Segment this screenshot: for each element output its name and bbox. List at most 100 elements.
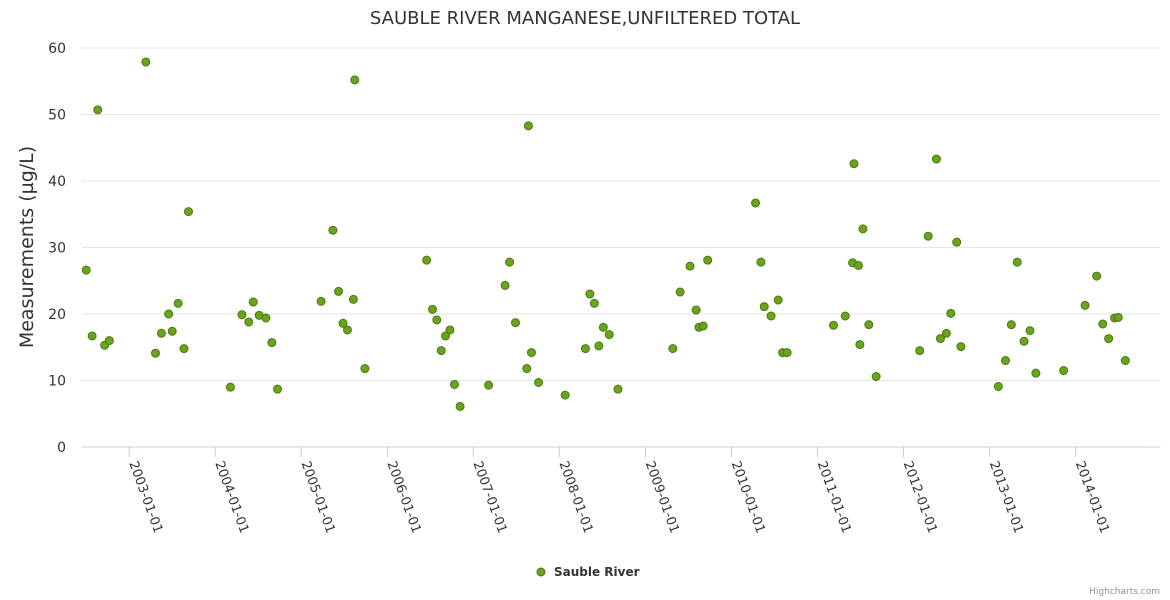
data-point[interactable] <box>526 348 536 358</box>
data-point[interactable] <box>445 325 455 335</box>
data-point[interactable] <box>751 198 761 208</box>
data-point[interactable] <box>756 257 766 267</box>
data-point[interactable] <box>440 331 450 341</box>
data-point[interactable] <box>173 298 183 308</box>
data-point[interactable] <box>840 311 850 321</box>
data-point[interactable] <box>432 315 442 325</box>
data-point[interactable] <box>935 334 945 344</box>
data-point[interactable] <box>1031 368 1041 378</box>
data-point[interactable] <box>1092 271 1102 281</box>
data-point[interactable] <box>1113 312 1123 322</box>
x-axis-ticks: 2003-01-01 2004-01-01 2005-01-01 2006-01-01… <box>125 447 1112 535</box>
data-point[interactable] <box>248 297 258 307</box>
data-point[interactable] <box>858 224 868 234</box>
data-point[interactable] <box>1098 319 1108 329</box>
x-tick-label: 2011-01-01 <box>814 459 854 535</box>
data-point[interactable] <box>853 260 863 270</box>
legend-label[interactable]: Sauble River <box>554 565 640 579</box>
data-point[interactable] <box>931 154 941 164</box>
data-point[interactable] <box>871 372 881 382</box>
data-point[interactable] <box>782 348 792 358</box>
data-point[interactable] <box>316 296 326 306</box>
data-point[interactable] <box>956 342 966 352</box>
data-point[interactable] <box>1012 257 1022 267</box>
data-point[interactable] <box>589 298 599 308</box>
data-point[interactable] <box>500 280 510 290</box>
data-point[interactable] <box>1025 326 1035 336</box>
data-point[interactable] <box>455 401 465 411</box>
data-point[interactable] <box>604 330 614 340</box>
data-point[interactable] <box>759 302 769 312</box>
data-point[interactable] <box>183 207 193 217</box>
data-point[interactable] <box>167 326 177 336</box>
data-point[interactable] <box>87 331 97 341</box>
data-point[interactable] <box>334 286 344 296</box>
data-point[interactable] <box>436 346 446 356</box>
data-point[interactable] <box>941 328 951 338</box>
legend[interactable]: Sauble River <box>536 565 640 579</box>
data-point[interactable] <box>523 121 533 131</box>
data-point[interactable] <box>613 384 623 394</box>
data-point[interactable] <box>1080 300 1090 310</box>
data-point[interactable] <box>585 289 595 299</box>
data-point[interactable] <box>237 310 247 320</box>
data-point[interactable] <box>350 75 360 85</box>
data-point[interactable] <box>923 231 933 241</box>
data-point[interactable] <box>828 320 838 330</box>
data-point[interactable] <box>338 318 348 328</box>
data-point[interactable] <box>1120 356 1130 366</box>
data-point[interactable] <box>698 321 708 331</box>
data-point[interactable] <box>484 380 494 390</box>
data-point[interactable] <box>1059 366 1069 376</box>
data-point[interactable] <box>594 341 604 351</box>
data-point[interactable] <box>261 313 271 323</box>
data-point[interactable] <box>510 318 520 328</box>
x-tick-label: 2013-01-01 <box>986 459 1026 535</box>
data-point[interactable] <box>534 377 544 387</box>
data-point[interactable] <box>179 344 189 354</box>
data-point[interactable] <box>560 390 570 400</box>
data-point[interactable] <box>952 237 962 247</box>
data-point[interactable] <box>766 311 776 321</box>
data-point[interactable] <box>1104 334 1114 344</box>
data-point[interactable] <box>1006 320 1016 330</box>
data-point[interactable] <box>849 159 859 169</box>
data-point[interactable] <box>244 317 254 327</box>
data-point[interactable] <box>993 381 1003 391</box>
data-point[interactable] <box>855 340 865 350</box>
credits-link[interactable]: Highcharts.com <box>1089 587 1160 597</box>
data-point[interactable] <box>946 308 956 318</box>
data-point[interactable] <box>703 255 713 265</box>
data-point[interactable] <box>1019 336 1029 346</box>
data-point[interactable] <box>675 287 685 297</box>
data-point[interactable] <box>428 304 438 314</box>
data-point[interactable] <box>151 348 160 358</box>
data-point[interactable] <box>580 344 590 354</box>
data-point[interactable] <box>685 261 695 271</box>
data-point[interactable] <box>522 364 532 374</box>
data-point[interactable] <box>668 344 678 354</box>
data-point[interactable] <box>915 346 925 356</box>
data-point[interactable] <box>164 309 174 319</box>
data-point[interactable] <box>360 364 370 374</box>
data-point[interactable] <box>225 382 235 392</box>
data-point[interactable] <box>93 105 103 115</box>
data-point[interactable] <box>328 225 338 235</box>
data-point[interactable] <box>273 384 283 394</box>
data-point[interactable] <box>422 255 432 265</box>
data-point[interactable] <box>156 328 166 338</box>
data-point[interactable] <box>505 257 515 267</box>
data-point[interactable] <box>773 295 783 305</box>
data-point[interactable] <box>342 325 352 335</box>
data-point[interactable] <box>267 338 277 348</box>
data-point[interactable] <box>691 305 701 315</box>
data-point[interactable] <box>598 322 608 332</box>
data-point[interactable] <box>81 265 91 275</box>
data-point[interactable] <box>141 57 151 67</box>
data-point[interactable] <box>449 379 459 389</box>
data-point[interactable] <box>864 320 874 330</box>
data-point[interactable] <box>1000 356 1010 366</box>
data-point[interactable] <box>104 336 114 346</box>
data-point[interactable] <box>348 294 358 304</box>
